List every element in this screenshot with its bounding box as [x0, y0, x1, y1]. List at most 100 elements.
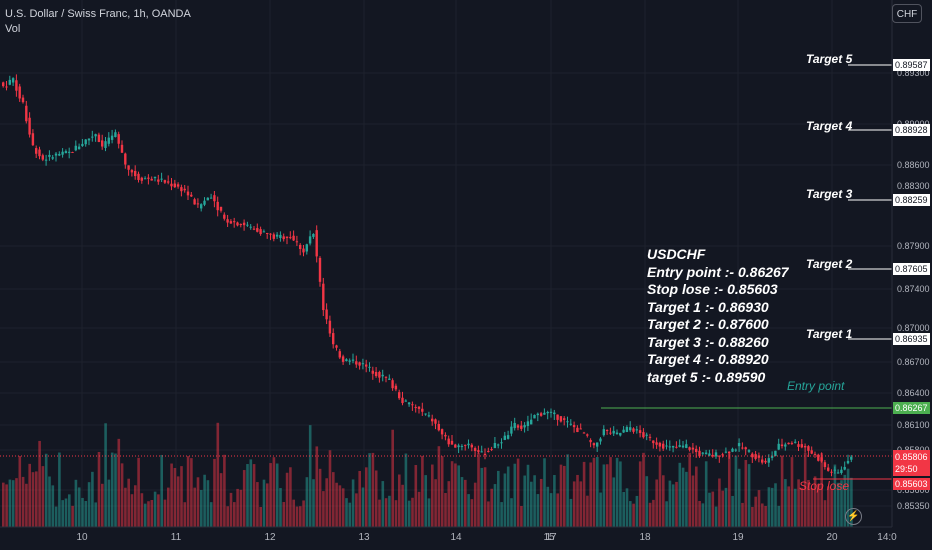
candle-body — [665, 445, 668, 447]
candle-body — [817, 454, 820, 461]
candle-body — [704, 452, 708, 455]
candle-body — [737, 443, 741, 447]
candle-body — [536, 413, 539, 416]
volume-bar — [18, 456, 22, 527]
volume-bar — [645, 476, 649, 527]
stop-loss-label: Stop lose — [799, 479, 850, 493]
volume-bar — [74, 479, 78, 527]
volume-bar — [404, 453, 408, 527]
candle-body — [206, 197, 209, 201]
candle-body — [833, 469, 836, 471]
volume-bar — [190, 458, 193, 527]
candle-body — [193, 199, 196, 205]
candle-body — [391, 380, 394, 389]
candle-body — [167, 181, 170, 183]
volume-bar — [41, 466, 45, 527]
candle-body — [381, 374, 384, 377]
volume-bar — [209, 502, 213, 527]
candle-body — [754, 454, 757, 459]
candle-body — [384, 376, 388, 378]
candle-body — [483, 453, 487, 456]
candle-body — [200, 204, 203, 209]
candle-body — [563, 418, 566, 420]
volume-bar — [761, 503, 764, 527]
volume-bar — [546, 486, 550, 527]
candle-body — [361, 363, 365, 365]
volume-bar — [807, 480, 810, 527]
candle-body — [572, 425, 576, 428]
volume-bar — [414, 465, 418, 527]
currency-button[interactable]: CHF — [892, 4, 922, 23]
candle-body — [137, 173, 140, 180]
volume-bar — [655, 479, 658, 527]
candle-body — [794, 441, 797, 443]
volume-bar — [259, 506, 262, 527]
grid-layer — [0, 0, 892, 527]
candle-body — [427, 415, 431, 417]
candle-body — [348, 360, 351, 362]
candle-body — [526, 421, 530, 426]
candle-body — [553, 412, 556, 415]
x-tick: 11 — [170, 532, 182, 543]
volume-bar — [87, 482, 91, 527]
lightning-icon[interactable]: ⚡ — [845, 508, 862, 525]
volume-bar — [810, 487, 814, 527]
volume-bar — [153, 491, 157, 527]
volume-bar — [325, 478, 328, 527]
candle-body — [440, 429, 444, 435]
volume-bar — [836, 482, 840, 527]
volume-bar — [744, 459, 748, 527]
candle-body — [239, 224, 242, 226]
volume-bar — [203, 474, 206, 527]
volume-bar — [464, 479, 467, 527]
volume-bar — [833, 464, 837, 527]
volume-bar — [787, 486, 790, 527]
volume-bar — [229, 492, 233, 527]
volume-bar — [236, 488, 239, 527]
volume-bar — [427, 498, 431, 527]
volume-bar — [566, 454, 569, 527]
volume-bar — [800, 487, 804, 527]
volume-bar — [513, 463, 517, 527]
candle-body — [473, 448, 477, 451]
volume-bar — [411, 497, 414, 527]
candle-body — [513, 422, 516, 429]
volume-indicator-label[interactable]: Vol — [5, 23, 21, 35]
candle-body — [579, 428, 582, 430]
candle-body — [64, 151, 68, 154]
candle-body — [757, 455, 761, 458]
candle-body — [454, 444, 457, 448]
volume-bar — [38, 440, 41, 527]
candle-body — [586, 434, 589, 436]
candle-body — [11, 78, 15, 83]
candle-body — [97, 134, 101, 142]
candle-body — [741, 447, 744, 449]
candle-body — [295, 241, 299, 243]
volume-bar — [48, 476, 51, 527]
y-tick: 0.86400 — [897, 388, 930, 398]
volume-bar — [361, 487, 365, 527]
note-line: Target 1 :- 0.86930 — [647, 298, 769, 315]
symbol-title[interactable]: U.S. Dollar / Swiss Franc, 1h, OANDA — [5, 8, 191, 20]
volume-bar — [665, 501, 668, 527]
candle-body — [186, 191, 190, 196]
volume-bar — [569, 498, 573, 527]
candle-body — [170, 183, 173, 187]
volume-bar — [193, 487, 196, 527]
candle-body — [2, 82, 5, 87]
volume-bar — [25, 483, 28, 527]
volume-bar — [698, 500, 701, 527]
volume-bar — [543, 458, 546, 527]
candle-body — [378, 372, 381, 378]
candle-body — [335, 345, 338, 348]
candle-body — [543, 412, 546, 415]
volume-bar — [335, 482, 338, 527]
volume-bar — [305, 477, 309, 527]
volume-bar — [368, 453, 371, 527]
volume-bar — [820, 453, 823, 527]
candle-body — [843, 466, 846, 470]
volume-bar — [84, 501, 88, 527]
volume-bar — [71, 505, 74, 527]
volume-bar — [213, 458, 216, 527]
